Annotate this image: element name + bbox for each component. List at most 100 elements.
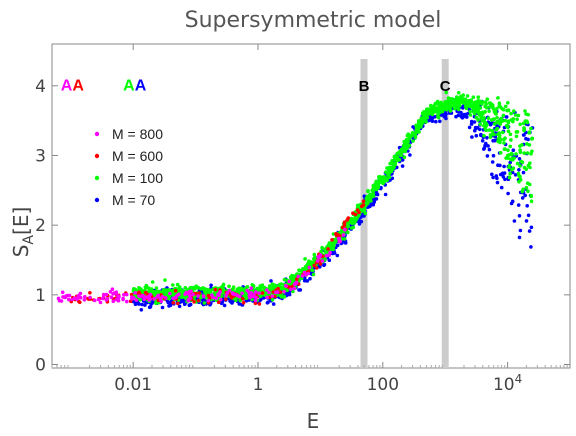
point-m100 [380,180,384,184]
point-m100 [280,285,285,290]
point-m100 [279,282,284,286]
point-m800 [253,298,258,303]
point-m100 [490,128,495,133]
point-m800 [254,290,258,294]
point-m100 [144,283,149,288]
point-m70 [508,160,512,165]
point-m600 [361,199,366,203]
point-m70 [428,118,433,122]
point-m100 [495,120,499,125]
x-axis-label: E [307,409,320,433]
point-m100 [163,278,167,282]
point-m100 [154,290,158,294]
point-m70 [343,241,348,245]
point-m100 [312,252,317,257]
point-m800 [101,292,106,297]
point-m100 [528,182,532,187]
point-m600 [213,287,218,292]
point-m100 [523,109,527,113]
point-m100 [303,257,307,261]
point-m100 [471,104,476,109]
point-m800 [320,259,325,263]
point-m100 [444,90,449,95]
point-m600 [334,233,339,238]
point-m100 [425,110,429,114]
point-m100 [461,101,466,105]
point-m70 [527,229,532,233]
legend-marker [94,175,100,181]
point-m100 [502,137,506,142]
point-m100 [508,171,512,176]
point-m70 [500,171,505,176]
point-m600 [278,290,283,295]
point-m600 [171,301,176,305]
point-m100 [504,156,508,160]
point-m70 [474,133,479,138]
point-m100 [419,116,424,121]
point-m100 [399,153,403,158]
y-axis-label-main: S [9,245,33,258]
point-m800 [245,288,250,293]
point-m70 [517,214,522,218]
point-m70 [298,288,303,292]
point-m100 [501,113,506,118]
point-m800 [72,296,77,301]
legend-label: M = 800 [112,126,163,142]
point-m800 [240,291,244,296]
point-m70 [479,132,483,137]
point-m70 [511,148,516,152]
point-m100 [384,177,389,182]
point-m100 [515,130,520,134]
point-m70 [521,170,526,175]
point-m600 [260,291,265,295]
point-m100 [138,297,142,302]
point-m100 [491,106,496,111]
point-m100 [496,96,500,100]
point-m100 [164,292,168,297]
point-m70 [408,153,412,157]
point-m100 [464,102,469,107]
point-m70 [473,125,478,130]
point-m100 [507,175,512,180]
point-m100 [154,301,158,306]
point-m100 [524,185,529,190]
point-m100 [517,179,521,184]
point-m800 [78,291,83,296]
point-m100 [440,109,445,114]
point-m70 [495,176,499,180]
point-m100 [414,128,418,133]
point-m800 [206,298,211,303]
point-m100 [437,105,441,110]
point-m70 [383,192,388,197]
point-m800 [104,292,109,297]
point-m70 [167,304,171,308]
legend-label: M = 100 [112,170,163,186]
point-m100 [496,132,500,137]
point-m100 [454,103,458,108]
axis-ticks: 0.01 1 100 104 0 1 2 3 4 [35,44,570,395]
x-tick-label: 104 [493,372,522,395]
point-m800 [134,298,139,302]
point-m100 [422,110,426,114]
y-axis-label-suffix: [E] [9,207,33,235]
point-m100 [326,244,331,248]
point-m70 [187,303,192,308]
point-m70 [512,219,517,223]
point-m100 [417,124,422,128]
aa-label-2: AA [123,77,147,94]
point-m800 [292,286,297,291]
point-m70 [480,139,485,143]
point-m100 [503,104,508,109]
point-m600 [129,292,134,297]
point-m100 [349,226,354,230]
point-m800 [317,255,322,260]
point-m70 [434,119,438,124]
point-m100 [468,113,473,117]
point-m70 [271,302,276,306]
point-m600 [197,291,202,296]
point-m600 [78,300,82,305]
point-m600 [216,300,221,305]
point-m100 [478,122,483,126]
point-m100 [509,111,513,116]
point-m70 [525,204,529,208]
